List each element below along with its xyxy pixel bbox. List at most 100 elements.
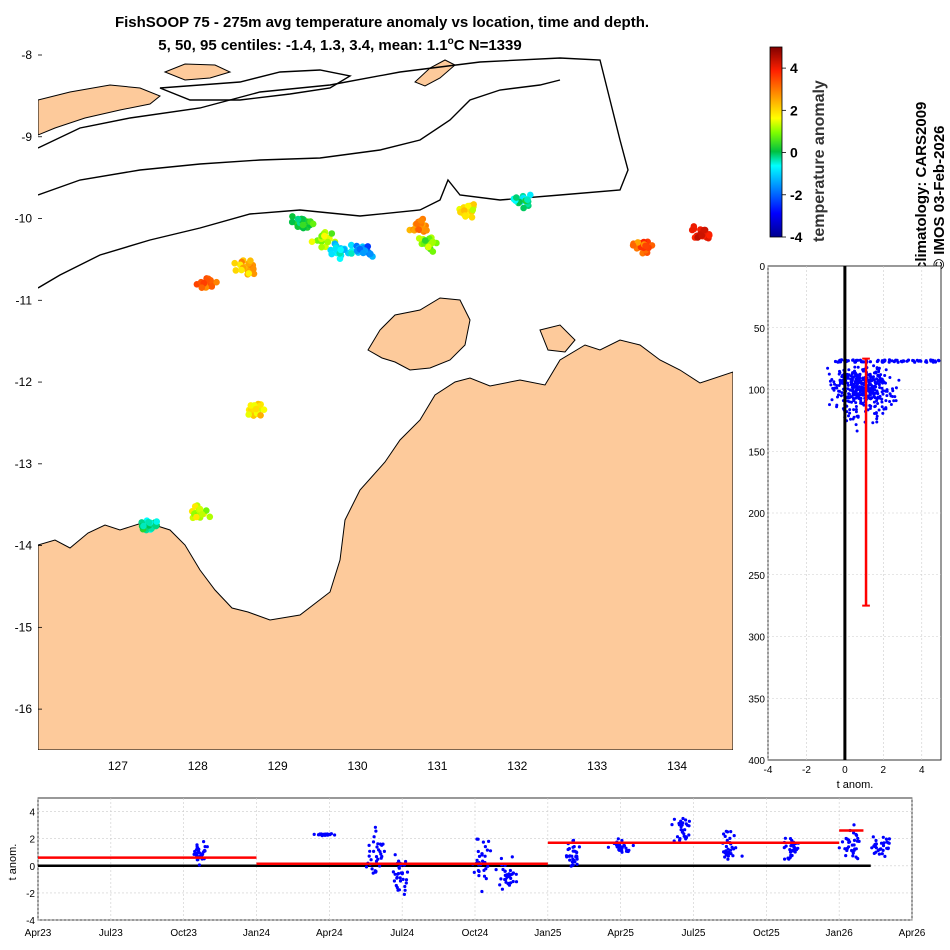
depth-obs-point — [878, 386, 882, 389]
ts-obs-point — [726, 857, 730, 861]
ts-obs-point — [852, 831, 856, 835]
chart-title-line1: FishSOOP 75 - 275m avg temperature anoma… — [115, 14, 649, 31]
ts-obs-point — [884, 837, 889, 841]
ts-xtick-label: Apr25 — [607, 928, 634, 939]
ts-obs-point — [371, 840, 376, 844]
ts-obs-point — [624, 846, 628, 850]
depth-obs-point — [852, 382, 856, 386]
depth-obs-point — [854, 396, 858, 400]
depth-obs-point — [880, 397, 884, 401]
ts-obs-point — [606, 845, 611, 849]
ts-obs-point — [564, 854, 569, 858]
ts-obs-point — [616, 837, 620, 841]
depth-obs-point — [840, 391, 844, 395]
ts-obs-point — [675, 835, 680, 839]
map-cluster — [353, 242, 376, 260]
ts-obs-point — [374, 829, 378, 833]
colorbar-gradient — [769, 46, 783, 238]
ts-obs-point — [509, 873, 513, 877]
map-point — [513, 194, 520, 201]
depth-obs-point — [854, 405, 858, 408]
map-point — [250, 270, 258, 278]
map-xtick-label: 131 — [427, 759, 447, 773]
map-point — [520, 204, 527, 212]
depth-obs-point — [883, 374, 887, 377]
depth-obs-point — [858, 373, 862, 377]
depth-obs-point — [880, 405, 884, 409]
map-point — [359, 249, 367, 257]
ts-obs-point — [681, 821, 685, 825]
depth-obs-point — [877, 368, 881, 372]
depth-obs-point — [849, 377, 853, 381]
climatology-label: climatology: CARS2009 — [913, 102, 930, 270]
ts-obs-point — [377, 848, 381, 852]
depth-obs-point — [873, 405, 877, 409]
ts-obs-point — [687, 819, 692, 823]
ts-obs-point — [318, 832, 322, 837]
colorbar-tick-label: 0 — [790, 145, 798, 161]
ts-obs-point — [726, 847, 730, 851]
ts-obs-point — [882, 841, 886, 845]
ts-obs-point — [852, 838, 857, 843]
ts-obs-point — [625, 849, 629, 853]
map-point — [415, 226, 423, 233]
contour-shelf — [38, 79, 561, 196]
ts-obs-point — [367, 843, 371, 848]
ts-obs-point — [378, 864, 382, 868]
map-ytick-label: -9 — [21, 130, 32, 144]
depth-obs-point — [847, 368, 851, 372]
ts-obs-point — [382, 849, 386, 854]
map-point — [417, 217, 425, 224]
depth-obs-point — [917, 359, 921, 363]
ts-obs-point — [684, 822, 688, 826]
depth-obs-point — [872, 395, 876, 399]
ts-obs-point — [854, 832, 858, 837]
depth-obs-point — [838, 378, 842, 382]
depth-obs-point — [848, 411, 852, 415]
ts-cluster — [564, 838, 582, 868]
ts-ytick-label: 0 — [29, 862, 35, 873]
ts-cluster — [721, 829, 744, 861]
depth-obs-point — [933, 360, 938, 364]
depth-ytick-label: 350 — [748, 694, 765, 705]
map-cluster — [138, 517, 160, 534]
ts-obs-point — [790, 838, 794, 843]
ts-obs-point — [568, 858, 572, 862]
ts-obs-point — [887, 837, 892, 841]
ts-obs-point — [728, 836, 732, 841]
ts-obs-point — [784, 844, 788, 848]
time-series-ylabel: t anom. — [7, 844, 19, 881]
ts-obs-point — [575, 850, 579, 855]
map-point — [196, 505, 204, 513]
ts-cluster — [670, 816, 692, 843]
degree-symbol: o — [448, 36, 454, 47]
ts-obs-point — [881, 844, 886, 848]
map-ytick-label: -11 — [16, 293, 33, 307]
ts-obs-point — [725, 838, 729, 843]
ts-obs-point — [687, 824, 691, 828]
depth-obs-point — [826, 366, 830, 370]
ts-obs-point — [404, 881, 408, 885]
map-point — [337, 246, 345, 254]
depth-obs-point — [868, 391, 872, 395]
ts-xtick-label: Jan24 — [243, 928, 271, 939]
depth-obs-point — [875, 414, 879, 418]
ts-obs-point — [482, 868, 486, 873]
ts-obs-point — [476, 837, 480, 841]
ts-obs-point — [481, 840, 485, 844]
depth-obs-point — [874, 411, 878, 415]
ts-obs-point — [482, 874, 487, 878]
ts-obs-point — [577, 845, 582, 849]
map-cluster — [688, 223, 713, 242]
ts-obs-point — [881, 835, 885, 839]
depth-obs-point — [872, 400, 876, 404]
ts-obs-point — [879, 841, 884, 845]
depth-obs-point — [872, 375, 875, 379]
ts-obs-point — [404, 878, 409, 882]
ts-xtick-label: Oct23 — [170, 928, 197, 939]
ts-obs-point — [567, 854, 571, 858]
colorbar-tick-label: -2 — [790, 187, 803, 203]
ts-obs-point — [575, 862, 579, 866]
map-point — [469, 206, 477, 214]
depth-obs-point — [868, 372, 872, 376]
